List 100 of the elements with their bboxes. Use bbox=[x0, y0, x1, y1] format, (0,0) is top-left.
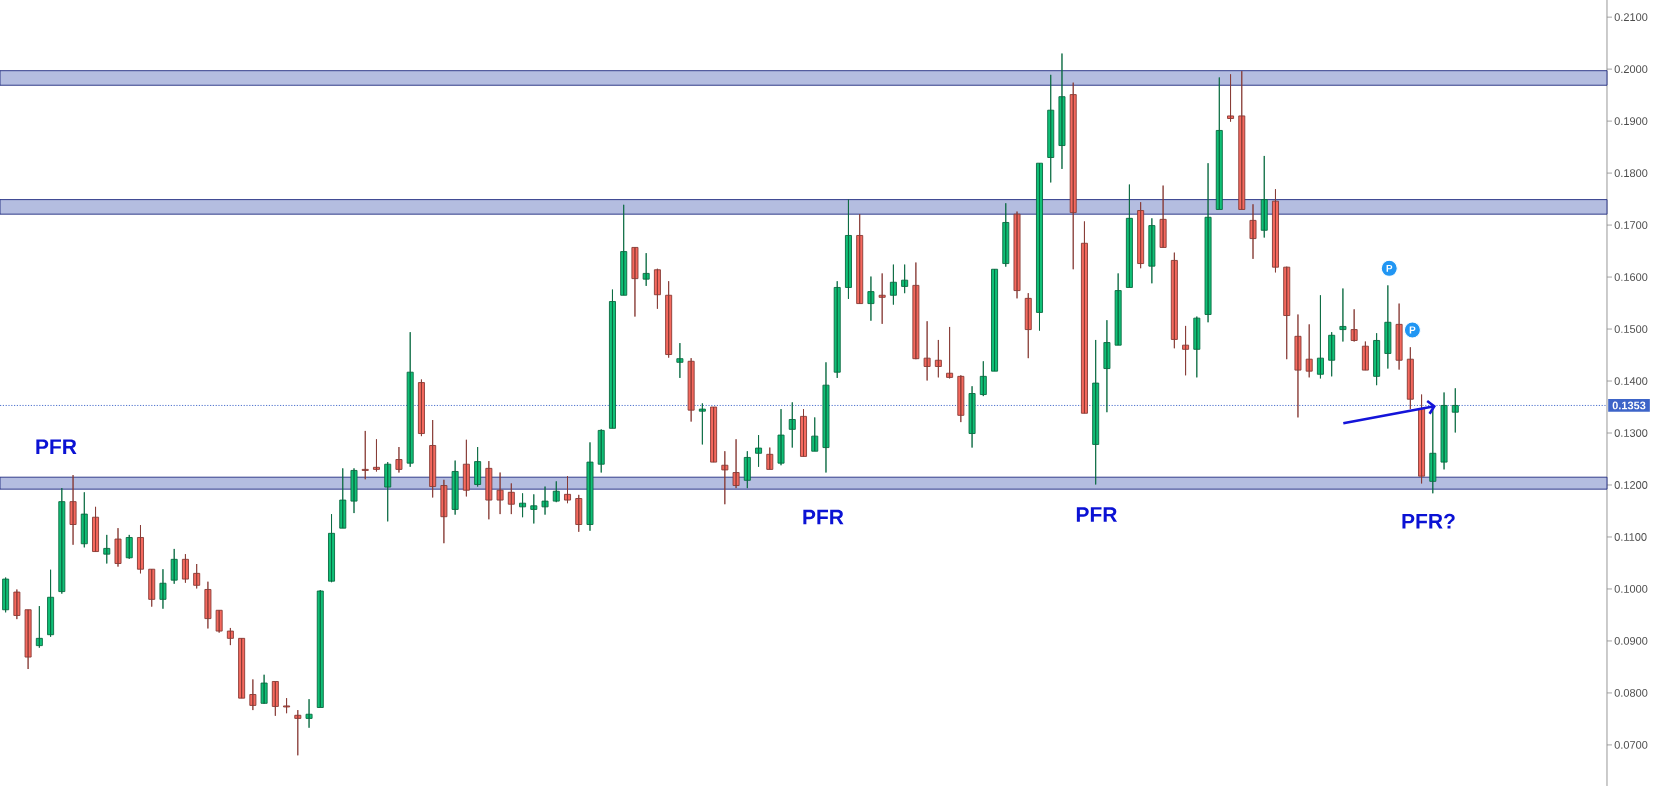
candlestick bbox=[642, 252, 650, 287]
candlestick bbox=[1373, 332, 1381, 386]
candlestick bbox=[844, 199, 852, 300]
candlestick bbox=[1047, 74, 1055, 183]
candlestick bbox=[80, 491, 88, 548]
candlestick bbox=[743, 450, 751, 489]
candlestick bbox=[1215, 76, 1223, 210]
candlestick bbox=[226, 627, 234, 646]
candlestick bbox=[732, 438, 740, 489]
candlestick bbox=[1159, 185, 1167, 248]
candlestick bbox=[2, 577, 10, 613]
annotation: PFR bbox=[803, 509, 844, 525]
candlestick bbox=[1272, 188, 1279, 273]
candlestick bbox=[92, 506, 100, 552]
candlestick bbox=[777, 408, 785, 466]
candlestick bbox=[1137, 201, 1145, 269]
candlestick bbox=[1305, 323, 1313, 378]
candlestick bbox=[597, 428, 605, 473]
candlestick bbox=[316, 589, 324, 708]
y-tick-label: 0.1300 bbox=[1614, 429, 1648, 437]
candlestick bbox=[361, 430, 369, 480]
candlestick bbox=[957, 374, 965, 423]
candlestick bbox=[653, 268, 661, 310]
candlestick bbox=[328, 513, 336, 583]
candlestick bbox=[451, 460, 459, 516]
candlestick bbox=[1316, 294, 1324, 379]
candlestick bbox=[1170, 252, 1178, 349]
annotation: PFR bbox=[1076, 507, 1118, 522]
candlestick bbox=[271, 681, 279, 717]
candlestick bbox=[1114, 272, 1122, 346]
candlestick bbox=[1148, 217, 1156, 284]
ref-line-label: 0.1353 bbox=[1612, 401, 1646, 410]
candlestick bbox=[1294, 314, 1302, 418]
candlestick bbox=[260, 674, 268, 705]
candlestick bbox=[339, 467, 347, 529]
candlestick bbox=[440, 479, 448, 544]
candlestick bbox=[564, 475, 571, 504]
candlestick bbox=[1103, 319, 1111, 413]
candlestick bbox=[788, 401, 796, 449]
annotation: PFR bbox=[36, 439, 77, 454]
candlestick bbox=[1092, 339, 1100, 485]
candlestick bbox=[1283, 266, 1291, 360]
candlestick bbox=[800, 408, 807, 457]
candlestick bbox=[721, 450, 729, 505]
annotation: P bbox=[1409, 326, 1416, 334]
candlestick bbox=[429, 419, 437, 498]
candlestick bbox=[1406, 346, 1414, 410]
candlestick bbox=[665, 280, 673, 359]
candlestick bbox=[934, 339, 942, 378]
y-tick-label: 0.0800 bbox=[1614, 689, 1648, 697]
candlestick bbox=[631, 246, 639, 318]
candlestick bbox=[485, 460, 493, 520]
candlestick bbox=[1227, 73, 1235, 123]
candlestick bbox=[350, 467, 358, 514]
candlestick bbox=[856, 213, 864, 305]
candlestick bbox=[417, 379, 425, 437]
candlestick bbox=[698, 402, 706, 445]
candlestick bbox=[496, 472, 504, 515]
candlestick bbox=[24, 609, 32, 670]
candlestick bbox=[1193, 316, 1201, 378]
candlestick bbox=[889, 264, 897, 306]
candlestick bbox=[1013, 211, 1021, 299]
y-tick-label: 0.1000 bbox=[1614, 585, 1648, 593]
candlestick bbox=[575, 494, 583, 533]
candlestick bbox=[114, 527, 122, 568]
candlestick bbox=[69, 474, 77, 546]
candlestick bbox=[462, 439, 470, 497]
candlestick bbox=[1249, 203, 1257, 260]
candlestick bbox=[474, 446, 482, 488]
candlestick bbox=[181, 553, 189, 584]
candlestick bbox=[406, 331, 414, 468]
candlestick bbox=[204, 581, 212, 629]
candlestick bbox=[710, 406, 718, 463]
candlestick bbox=[519, 492, 527, 518]
candlestick bbox=[170, 548, 178, 585]
candlestick bbox=[148, 568, 156, 608]
y-tick-label: 0.1200 bbox=[1614, 481, 1648, 489]
candlestick bbox=[125, 534, 133, 560]
candlestick bbox=[676, 342, 684, 379]
candlestick bbox=[979, 360, 987, 397]
candlestick bbox=[1451, 387, 1459, 433]
candlestick bbox=[822, 361, 830, 473]
candlestick bbox=[1125, 184, 1133, 288]
candlestick bbox=[541, 486, 549, 516]
y-tick-label: 0.1100 bbox=[1614, 533, 1647, 541]
y-tick-label: 0.1400 bbox=[1614, 377, 1648, 385]
candlestick bbox=[1238, 70, 1246, 210]
candlestick bbox=[47, 569, 55, 638]
candlestick bbox=[305, 698, 313, 729]
candlestick bbox=[1339, 288, 1347, 342]
candlestick bbox=[1058, 53, 1066, 170]
candlestick bbox=[1069, 82, 1077, 270]
candlestick bbox=[552, 480, 560, 503]
candlestick bbox=[215, 609, 223, 634]
candlestick bbox=[867, 276, 875, 322]
candlestick bbox=[159, 568, 167, 610]
candlestick bbox=[1395, 303, 1403, 371]
candlestick bbox=[1002, 202, 1010, 268]
candlestick bbox=[238, 637, 246, 699]
candlestick bbox=[249, 678, 257, 711]
